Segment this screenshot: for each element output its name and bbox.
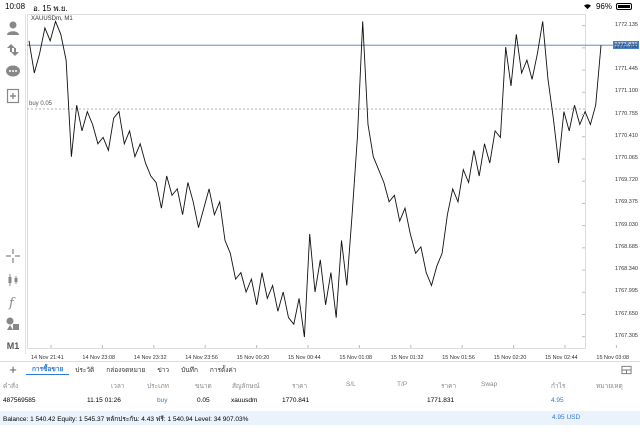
order-id: 487569585 bbox=[3, 397, 36, 404]
current-price: 1771.831 bbox=[427, 397, 455, 404]
col-time: เวลา bbox=[111, 383, 125, 390]
trade-arrows-icon[interactable] bbox=[3, 40, 23, 60]
tab-history[interactable]: ประวัติ bbox=[75, 366, 95, 374]
col-current-price: ราคา bbox=[441, 383, 457, 390]
y-tick-label: 1767.995 bbox=[615, 288, 638, 295]
y-tick-label: 1768.340 bbox=[615, 266, 638, 273]
symbol-label: XAUUSDm, M1 bbox=[31, 16, 73, 22]
col-size: ขนาด bbox=[195, 383, 212, 390]
order-type: buy bbox=[157, 397, 168, 404]
y-tick-label: 1767.650 bbox=[615, 310, 638, 317]
chart-canvas bbox=[27, 14, 617, 349]
x-tick-label: 15 Nov 02:20 bbox=[493, 355, 527, 361]
terminal-tabs: + การซื้อขาย ประวัติ กล่องจดหมาย ข่าว บั… bbox=[0, 361, 640, 377]
candles-icon[interactable] bbox=[3, 270, 23, 290]
order-symbol: xauusdm bbox=[231, 397, 258, 404]
col-sl: S/L bbox=[346, 381, 356, 388]
account-icon[interactable] bbox=[3, 18, 23, 38]
new-order-icon[interactable] bbox=[3, 86, 23, 106]
col-profit: กำไร bbox=[551, 383, 566, 390]
status-bar: 10:08 อ. 15 พ.ย. 96% bbox=[0, 0, 640, 14]
x-tick-label: 15 Nov 01:08 bbox=[339, 355, 373, 361]
battery-icon bbox=[616, 3, 632, 10]
svg-text:f: f bbox=[8, 296, 16, 310]
chart-toolbar: f M1 bbox=[0, 14, 26, 354]
tab-trade[interactable]: การซื้อขาย bbox=[26, 364, 70, 375]
col-order: คำสั่ง bbox=[3, 383, 19, 390]
y-tick-label: 1771.790 bbox=[615, 43, 638, 50]
tab-mailbox[interactable]: กล่องจดหมาย bbox=[106, 366, 146, 374]
y-tick-label: 1771.445 bbox=[615, 66, 638, 73]
y-tick-label: 1770.410 bbox=[615, 132, 638, 139]
x-tick-label: 14 Nov 23:56 bbox=[185, 355, 218, 361]
tab-news[interactable]: ข่าว bbox=[157, 366, 170, 374]
x-tick-label: 15 Nov 01:32 bbox=[390, 355, 424, 361]
layout-icon[interactable] bbox=[621, 365, 632, 375]
x-tick-label: 15 Nov 00:20 bbox=[236, 355, 270, 361]
price-chart[interactable]: XAUUSDm, M1 buy 0.05 1771.831 1772.135 17… bbox=[27, 14, 640, 366]
crosshair-icon[interactable] bbox=[3, 246, 23, 266]
battery-percent: 96% bbox=[595, 2, 612, 11]
y-tick-label: 1771.100 bbox=[615, 88, 638, 95]
order-size: 0.05 bbox=[197, 397, 210, 404]
x-tick-label: 14 Nov 23:32 bbox=[133, 355, 167, 361]
y-tick-label: 1767.305 bbox=[615, 332, 638, 339]
y-tick-label: 1770.755 bbox=[615, 110, 638, 117]
col-price: ราคา bbox=[292, 383, 308, 390]
col-type: ประเภท bbox=[147, 383, 169, 390]
add-icon[interactable]: + bbox=[9, 362, 17, 377]
y-tick-label: 1769.720 bbox=[615, 177, 638, 184]
objects-icon[interactable] bbox=[3, 314, 23, 334]
total-profit: 4.95 USD bbox=[552, 414, 581, 421]
col-swap: Swap bbox=[481, 381, 498, 388]
col-comment: หมายเหตุ bbox=[596, 383, 623, 390]
position-label: buy 0.05 bbox=[29, 100, 53, 107]
current-price-badge: 1771.831 bbox=[613, 41, 639, 50]
y-tick-label: 1770.065 bbox=[615, 154, 638, 161]
y-tick-label: 1772.135 bbox=[615, 21, 638, 28]
tab-journal[interactable]: บันทึก bbox=[181, 366, 198, 374]
balance-bar: Balance: 1 540.42 Equity: 1 545.37 หลักป… bbox=[0, 411, 640, 425]
orders-table-header: คำสั่ง เวลา ประเภท ขนาด สัญลักษณ์ ราคา S… bbox=[0, 378, 640, 392]
col-symbol: สัญลักษณ์ bbox=[232, 383, 260, 390]
plot-frame bbox=[27, 14, 586, 349]
x-tick-label: 14 Nov 21:41 bbox=[31, 355, 64, 361]
x-tick-label: 15 Nov 01:56 bbox=[442, 355, 475, 361]
order-time: 11.15 01:26 bbox=[87, 397, 121, 404]
open-price: 1770.841 bbox=[282, 397, 310, 404]
clock: 10:08 bbox=[5, 2, 26, 11]
y-tick-label: 1769.375 bbox=[615, 199, 638, 206]
table-row[interactable]: 487569585 11.15 01:26 buy 0.05 xauusdm 1… bbox=[0, 394, 640, 408]
timeframe-button[interactable]: M1 bbox=[6, 341, 20, 351]
y-tick-label: 1769.030 bbox=[615, 221, 638, 228]
order-profit: 4.95 bbox=[551, 397, 564, 404]
balance-summary: Balance: 1 540.42 Equity: 1 545.37 หลักป… bbox=[3, 416, 249, 423]
x-tick-label: 15 Nov 02:44 bbox=[545, 355, 578, 361]
col-tp: T/P bbox=[397, 381, 408, 388]
price-series-line bbox=[28, 20, 602, 338]
indicators-icon[interactable]: f bbox=[3, 292, 23, 312]
x-tick-label: 14 Nov 23:08 bbox=[82, 355, 116, 361]
x-tick-label: 15 Nov 03:08 bbox=[596, 355, 630, 361]
date: อ. 15 พ.ย. bbox=[33, 4, 68, 13]
x-tick-label: 15 Nov 00:44 bbox=[288, 355, 321, 361]
tab-settings[interactable]: การตั้งค่า bbox=[209, 366, 237, 374]
chat-icon[interactable] bbox=[3, 62, 23, 82]
wifi-icon bbox=[583, 4, 591, 10]
y-tick-label: 1768.685 bbox=[615, 243, 638, 250]
